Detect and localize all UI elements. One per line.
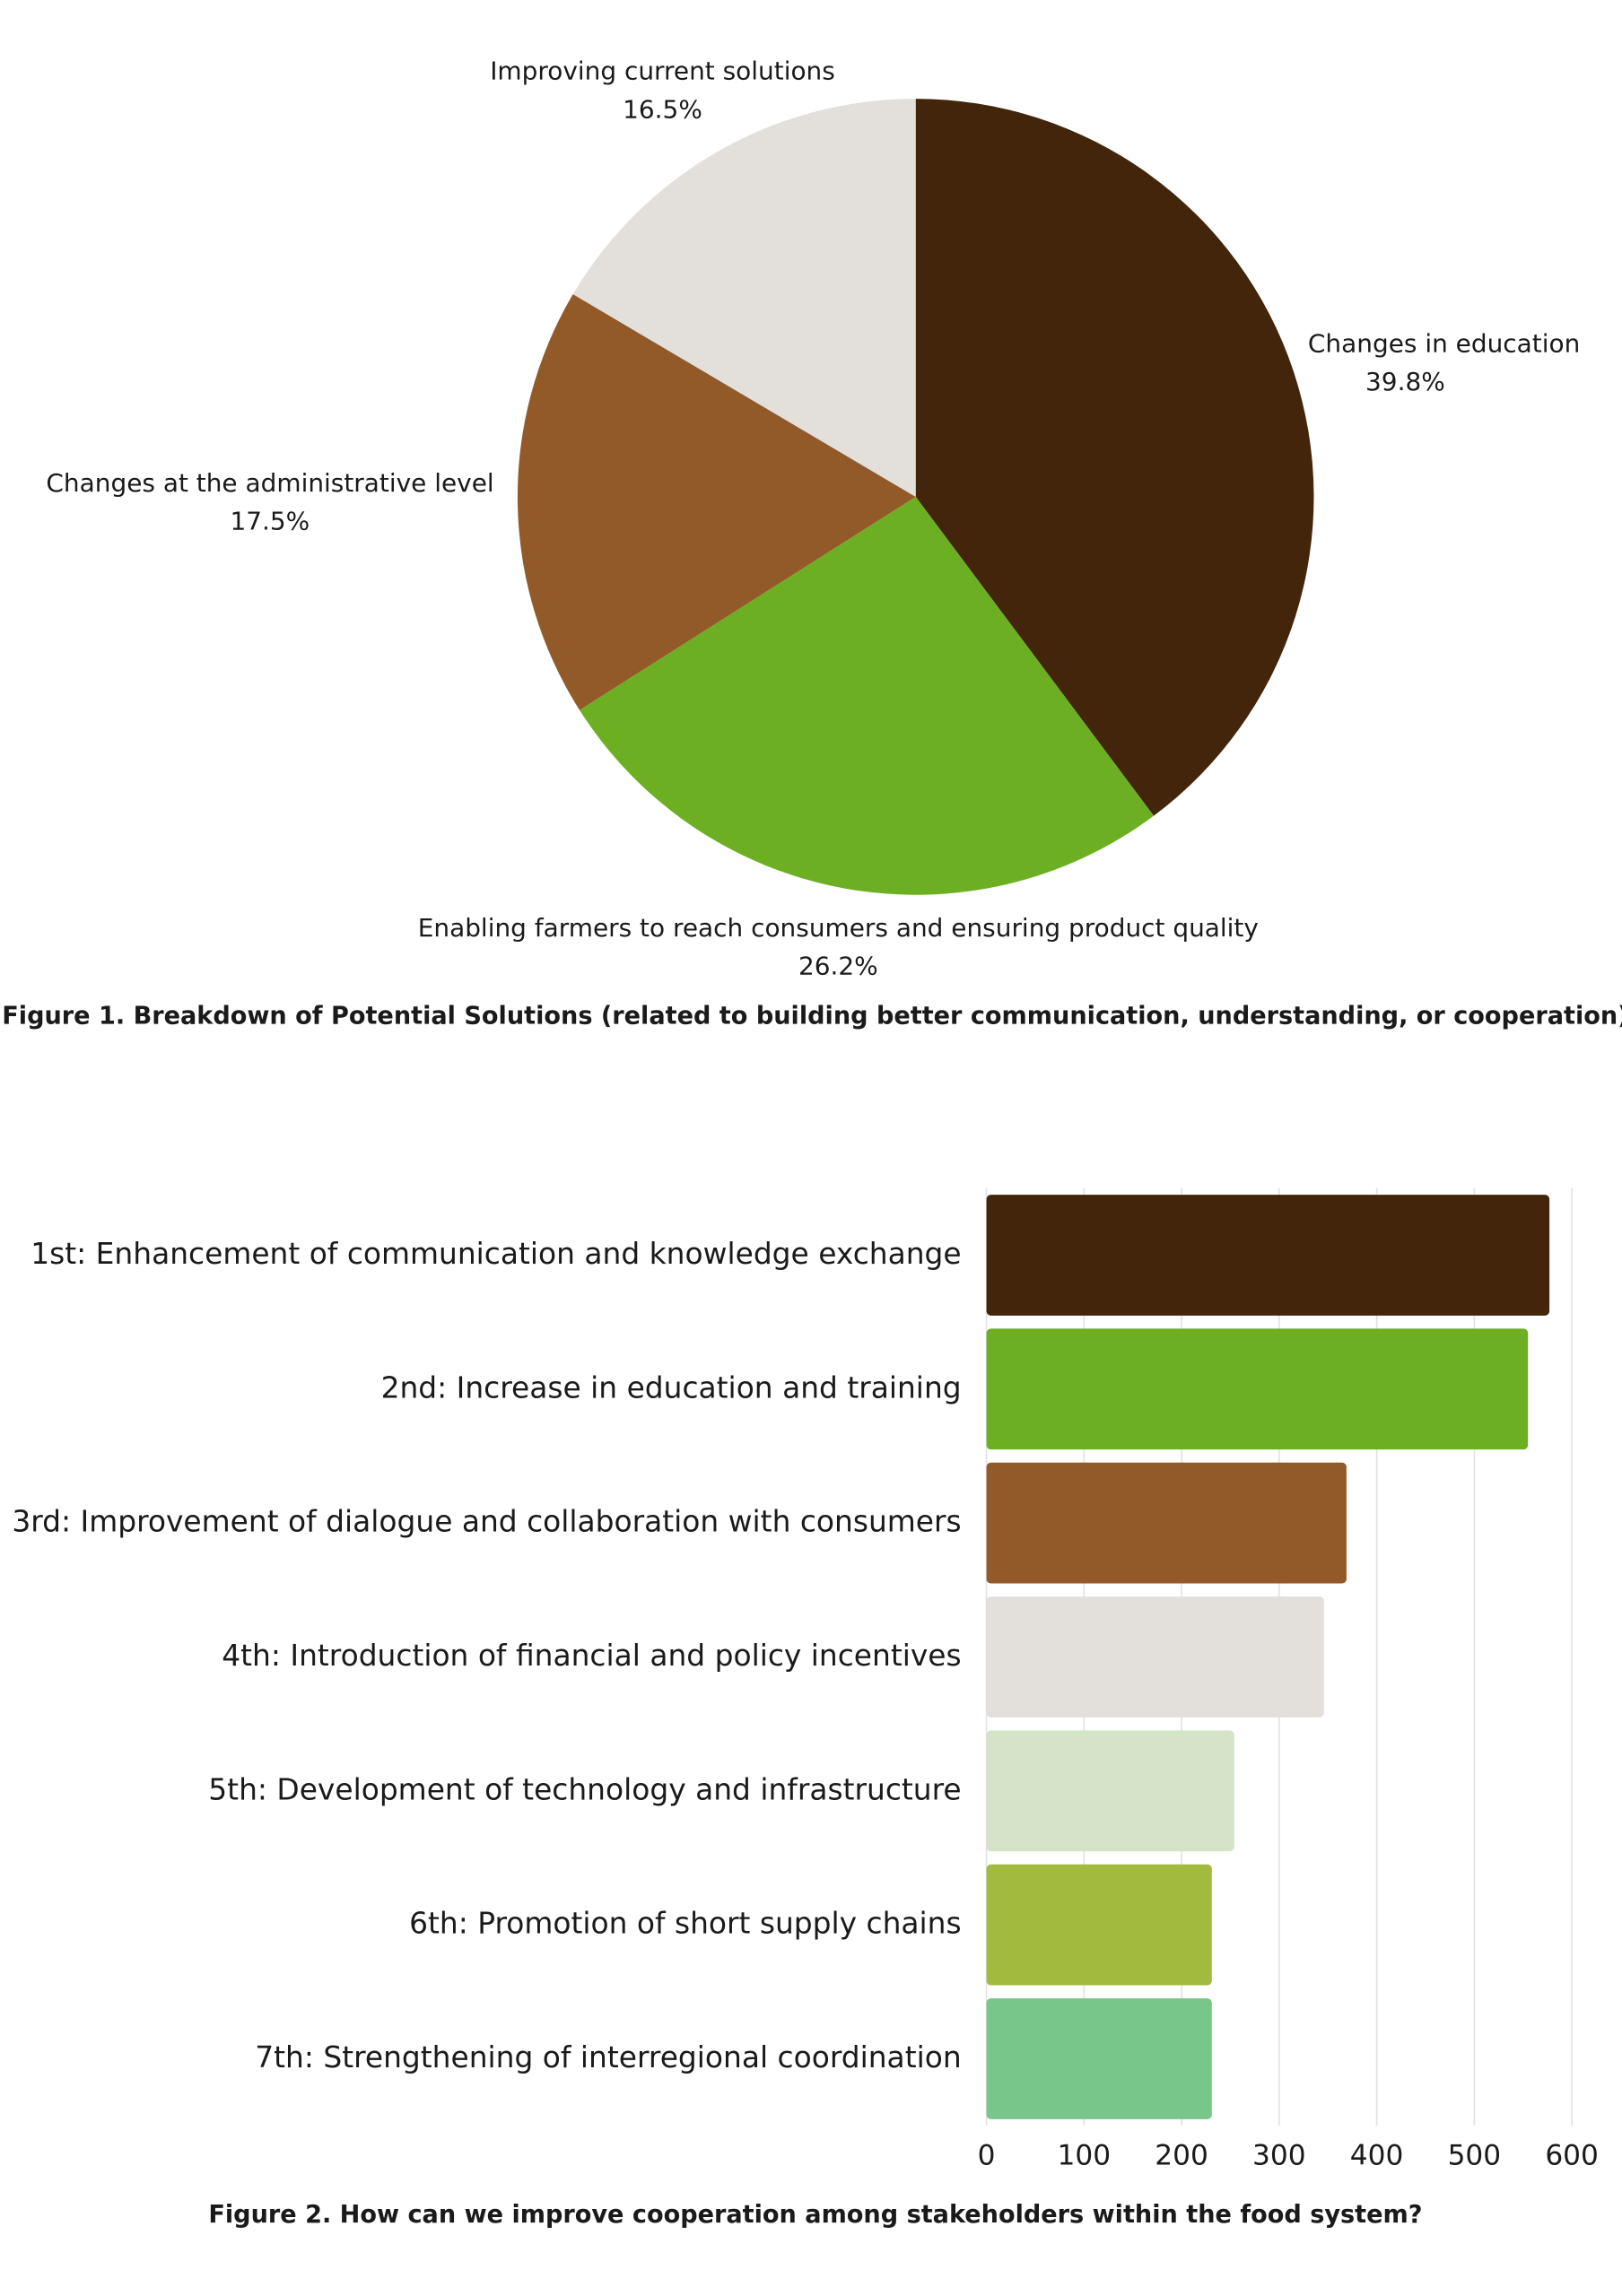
figure-caption: Figure 1. Breakdown of Potential Solutio…	[2, 1003, 1622, 1031]
bar	[986, 1730, 1234, 1852]
figure-caption: Figure 2. How can we improve cooperation…	[208, 2201, 1422, 2229]
y-tick-label: 4th: Introduction of financial and polic…	[222, 1638, 961, 1673]
slice-label: Enabling farmers to reach consumers and …	[418, 913, 1259, 943]
bar	[986, 1864, 1212, 1986]
slice-value-label: 17.5%	[230, 507, 310, 536]
slice-value-label: 26.2%	[798, 952, 878, 981]
x-tick-label: 300	[1252, 2140, 1306, 2172]
bar	[986, 1596, 1324, 1718]
y-tick-label: 7th: Strengthening of interregional coor…	[255, 2039, 961, 2074]
slice-label: Changes in education	[1308, 328, 1580, 358]
bar	[986, 1328, 1529, 1450]
y-tick-label: 6th: Promotion of short supply chains	[409, 1906, 962, 1941]
slice-value-label: 16.5%	[623, 94, 702, 124]
x-tick-label: 500	[1448, 2140, 1502, 2172]
pie-slice	[580, 496, 1155, 895]
x-tick-label: 0	[978, 2140, 996, 2172]
slice-value-label: 39.8%	[1365, 367, 1445, 396]
x-tick-label: 600	[1545, 2140, 1599, 2172]
y-tick-label: 1st: Enhancement of communication and kn…	[31, 1236, 961, 1271]
bar	[986, 1195, 1550, 1316]
bar	[986, 1462, 1347, 1584]
y-tick-label: 5th: Development of technology and infra…	[208, 1771, 961, 1806]
bar	[986, 1998, 1212, 2119]
y-tick-label: 2nd: Increase in education and training	[381, 1370, 962, 1405]
slice-label: Changes at the administrative level	[46, 468, 493, 498]
y-tick-label: 3rd: Improvement of dialogue and collabo…	[12, 1504, 961, 1539]
x-tick-label: 100	[1058, 2140, 1112, 2172]
x-tick-label: 400	[1350, 2140, 1404, 2172]
pie-slice	[572, 99, 916, 497]
pie-slice	[915, 99, 1314, 816]
pie-slice	[517, 294, 916, 710]
x-tick-label: 200	[1155, 2140, 1208, 2172]
slice-label: Improving current solutions	[490, 57, 835, 86]
